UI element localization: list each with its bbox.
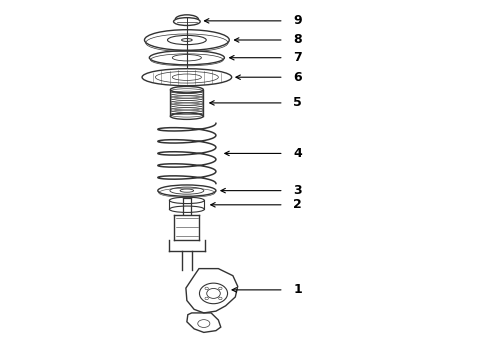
Text: 9: 9 <box>294 14 302 27</box>
Text: 1: 1 <box>294 283 302 296</box>
Text: 4: 4 <box>294 147 302 160</box>
Text: 2: 2 <box>294 198 302 211</box>
Text: 5: 5 <box>294 96 302 109</box>
Text: 8: 8 <box>294 33 302 46</box>
Text: 3: 3 <box>294 184 302 197</box>
Text: 6: 6 <box>294 71 302 84</box>
Text: 7: 7 <box>294 51 302 64</box>
